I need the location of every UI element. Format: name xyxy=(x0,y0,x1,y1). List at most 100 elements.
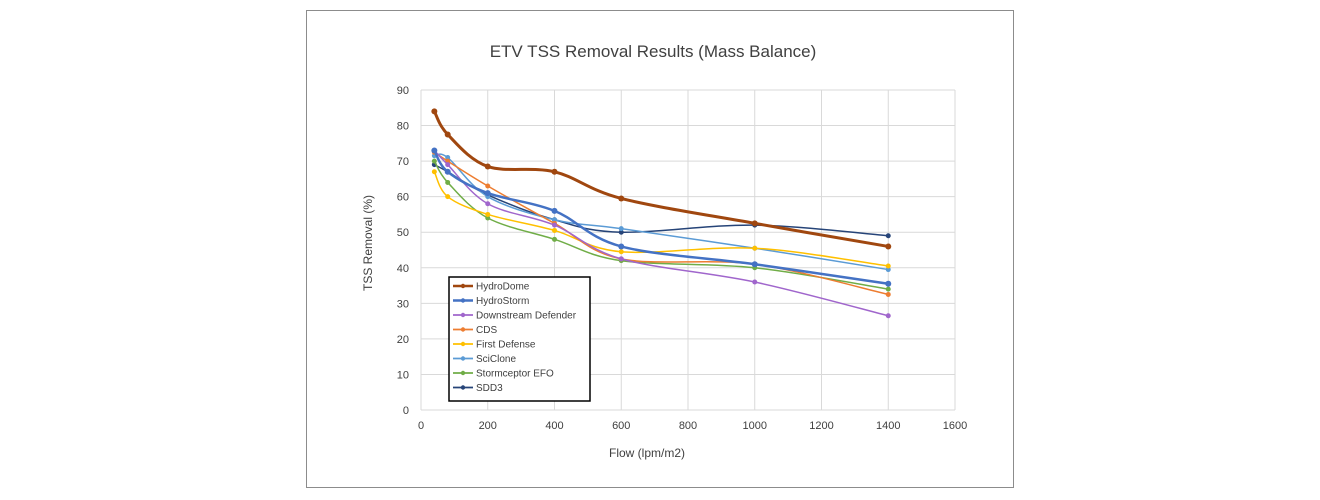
legend-label: SDD3 xyxy=(476,383,503,394)
chart-frame: ETV TSS Removal Results (Mass Balance) 0… xyxy=(306,10,1014,488)
data-point xyxy=(485,211,491,217)
legend-marker xyxy=(460,283,466,289)
data-point xyxy=(618,195,625,202)
data-point xyxy=(885,243,892,250)
data-point xyxy=(618,256,624,262)
data-point xyxy=(551,168,558,175)
data-point xyxy=(485,215,491,221)
data-point xyxy=(431,169,437,175)
data-point xyxy=(552,222,557,228)
y-tick-label: 0 xyxy=(403,405,409,417)
series-first-defense xyxy=(431,169,891,269)
data-point xyxy=(885,291,891,297)
series-hydrostorm xyxy=(431,147,892,287)
series-line-stormceptor-efo xyxy=(433,160,889,290)
legend-label: HydroStorm xyxy=(476,296,529,307)
x-tick-label: 200 xyxy=(479,420,497,432)
series-line-sdd3 xyxy=(433,164,889,237)
y-tick-label: 20 xyxy=(397,334,409,346)
data-point xyxy=(431,158,437,164)
legend-item: First Defense xyxy=(453,340,536,351)
legend-item: Downstream Defender xyxy=(453,311,577,322)
x-tick-label: 400 xyxy=(545,420,563,432)
y-tick-label: 40 xyxy=(397,263,409,275)
data-point xyxy=(885,267,891,273)
legend-marker xyxy=(460,385,466,390)
data-point xyxy=(552,236,557,242)
y-tick-label: 70 xyxy=(397,156,409,168)
legend-marker xyxy=(460,312,466,318)
x-tick-label: 1600 xyxy=(943,420,967,432)
y-tick-label: 60 xyxy=(397,192,409,204)
series-line-first-defense xyxy=(433,171,889,267)
x-tick-label: 600 xyxy=(612,420,630,432)
data-point xyxy=(751,261,758,268)
data-point xyxy=(752,279,758,285)
x-axis-label: Flow (lpm/m2) xyxy=(609,446,685,460)
y-tick-label: 30 xyxy=(397,298,409,310)
data-point xyxy=(431,147,438,154)
legend: HydroDome HydroStorm Downstream Defender CD… xyxy=(448,276,591,402)
legend-label: SciClone xyxy=(476,354,516,365)
data-point xyxy=(618,243,625,250)
legend-box xyxy=(448,276,591,402)
data-point xyxy=(885,313,891,319)
legend-marker xyxy=(460,341,466,347)
y-tick-label: 80 xyxy=(397,121,409,133)
y-tick-label: 90 xyxy=(397,85,409,97)
series-hydrodome xyxy=(431,108,892,250)
data-point xyxy=(618,229,624,235)
data-point xyxy=(618,226,624,232)
x-tick-label: 1200 xyxy=(809,420,833,432)
x-tick-label: 0 xyxy=(418,420,424,432)
data-point xyxy=(885,263,891,269)
chart-title: ETV TSS Removal Results (Mass Balance) xyxy=(490,42,817,61)
series-line-hydrodome xyxy=(433,110,889,248)
data-point xyxy=(444,168,451,175)
data-point xyxy=(885,233,891,239)
data-point xyxy=(552,227,557,233)
y-tick-label: 50 xyxy=(397,227,409,239)
data-point xyxy=(618,249,624,255)
data-point xyxy=(752,245,758,251)
legend-item: CDS xyxy=(453,325,497,336)
data-point xyxy=(445,155,451,161)
data-point xyxy=(485,201,491,207)
data-point xyxy=(445,162,451,168)
series-downstream-defender xyxy=(431,147,891,319)
data-point xyxy=(552,217,557,223)
y-tick-label: 10 xyxy=(397,369,409,381)
data-point xyxy=(484,190,491,197)
legend-item: Stormceptor EFO xyxy=(453,369,554,380)
legend-label: HydroDome xyxy=(476,282,530,293)
x-tick-label: 800 xyxy=(679,420,697,432)
data-point xyxy=(485,183,491,189)
legend-item: HydroDome xyxy=(453,282,530,293)
legend-label: Stormceptor EFO xyxy=(476,369,554,380)
legend-label: First Defense xyxy=(476,340,536,351)
series-stormceptor-efo xyxy=(431,158,891,292)
data-point xyxy=(445,179,451,185)
x-tick-label: 1000 xyxy=(743,420,767,432)
data-point xyxy=(445,194,451,200)
data-point xyxy=(431,108,438,115)
data-point xyxy=(484,163,491,170)
data-point xyxy=(885,280,892,287)
legend-item: SDD3 xyxy=(453,383,503,394)
legend-marker xyxy=(460,298,466,303)
data-point xyxy=(551,207,558,214)
data-point xyxy=(444,131,451,138)
legend-marker xyxy=(460,327,466,332)
data-point xyxy=(751,220,758,227)
chart-svg: ETV TSS Removal Results (Mass Balance) 0… xyxy=(361,42,967,460)
data-point xyxy=(885,286,891,292)
legend-marker xyxy=(460,356,466,361)
tick-labels: 0 10 20 30 40 50 60 70 80 90 0 200 400 600 800 1000 1200… xyxy=(397,85,967,432)
legend-label: CDS xyxy=(476,325,497,336)
legend-item: SciClone xyxy=(453,354,516,365)
y-axis-label: TSS Removal (%) xyxy=(361,195,375,291)
series-layer xyxy=(431,108,892,319)
series-line-downstream-defender xyxy=(433,149,889,317)
legend-marker xyxy=(460,370,466,376)
legend-item: HydroStorm xyxy=(453,296,529,307)
